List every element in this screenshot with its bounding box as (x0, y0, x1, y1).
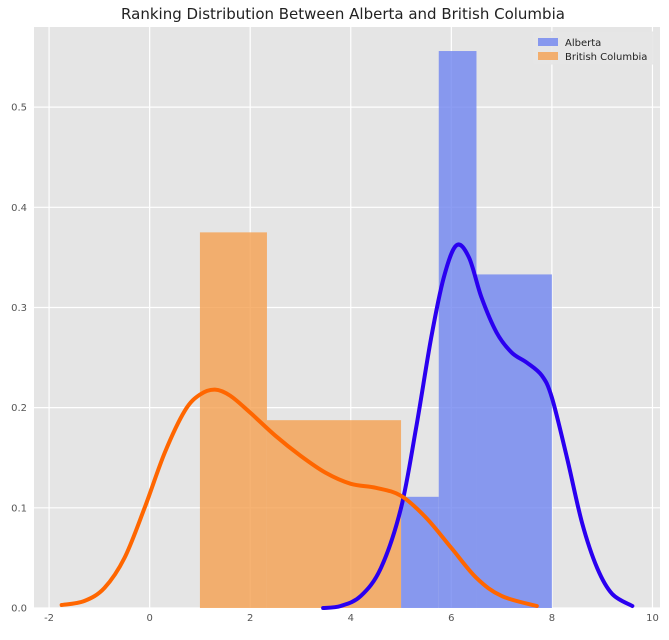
kde-line-alberta (321, 242, 635, 610)
y-tick-label: 0.2 (11, 403, 27, 414)
x-tick-label: 2 (247, 613, 253, 624)
legend-label: Alberta (565, 38, 601, 49)
x-tick-label: 0 (146, 613, 152, 624)
x-tick-label: 10 (646, 613, 659, 624)
x-axis-ticks: -2 0 2 4 6 8 10 (44, 613, 659, 624)
kde-curves (59, 242, 635, 610)
histogram-bars (199, 51, 552, 608)
y-tick-label: 0.3 (11, 303, 27, 314)
kde-line-british-columbia (59, 387, 539, 608)
x-tick-label: 8 (549, 613, 555, 624)
legend-swatch (538, 52, 558, 60)
bar-alberta-1 (438, 51, 477, 608)
x-tick-label: -2 (44, 613, 54, 624)
legend: Alberta British Columbia (532, 31, 655, 65)
bar-alberta-2 (476, 274, 552, 608)
y-tick-label: 0.0 (11, 604, 27, 615)
chart-title: Ranking Distribution Between Alberta and… (121, 5, 565, 23)
x-tick-label: 6 (448, 613, 454, 624)
y-tick-label: 0.1 (11, 503, 27, 514)
y-axis-ticks: 0.0 0.1 0.2 0.3 0.4 0.5 (11, 103, 27, 615)
legend-label: British Columbia (565, 52, 647, 63)
bar-alberta-0 (401, 496, 439, 608)
legend-swatch (538, 38, 558, 46)
bar-british-columbia-1 (266, 420, 402, 608)
x-tick-label: 4 (348, 613, 354, 624)
y-tick-label: 0.5 (11, 103, 27, 114)
y-tick-label: 0.4 (11, 203, 27, 214)
